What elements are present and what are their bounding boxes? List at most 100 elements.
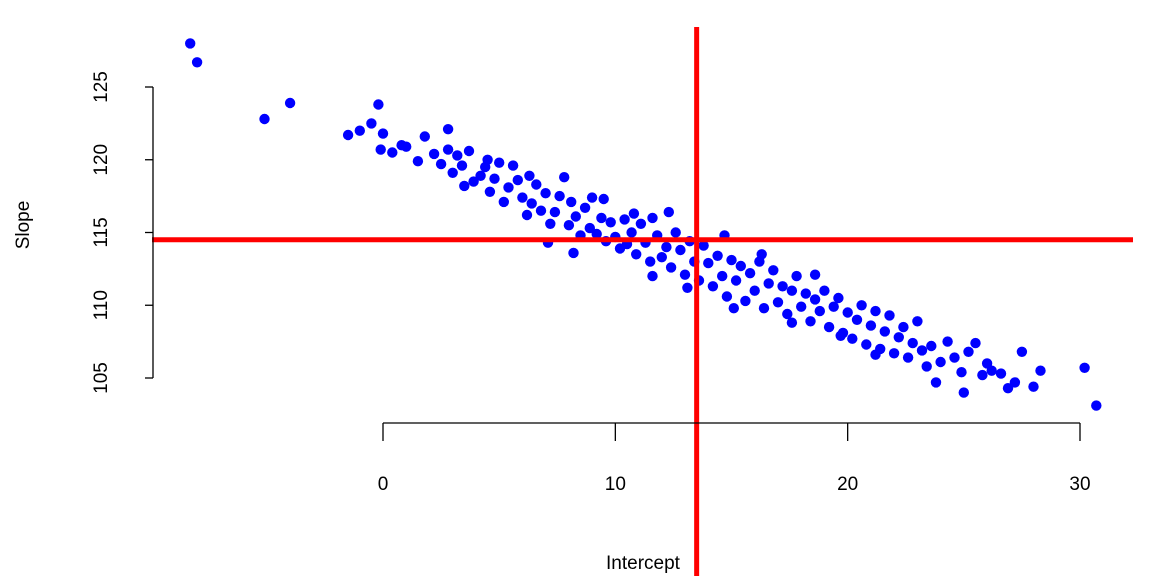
data-point <box>1016 346 1028 357</box>
data-point <box>921 361 932 372</box>
data-point <box>591 228 602 240</box>
data-point <box>728 303 739 314</box>
y-tick-label: 125 <box>91 71 112 103</box>
data-point <box>442 124 454 135</box>
data-point <box>726 254 737 266</box>
data-point <box>259 113 270 125</box>
data-point <box>663 206 674 218</box>
data-point <box>1028 381 1039 392</box>
x-tick-label: 20 <box>837 474 858 495</box>
data-point <box>833 292 844 304</box>
data-point <box>656 252 667 263</box>
y-axis: 105 110 115 120 125 <box>91 71 154 394</box>
data-point <box>758 303 770 314</box>
data-point <box>447 167 458 178</box>
data-point <box>1091 400 1102 411</box>
data-point <box>482 154 493 165</box>
data-point <box>956 367 967 378</box>
data-point <box>1035 365 1046 376</box>
y-tick-label: 105 <box>91 362 112 394</box>
data-point <box>452 150 463 161</box>
data-point <box>698 240 709 251</box>
y-tick-label: 110 <box>91 290 112 320</box>
x-axis: 0 10 20 30 <box>378 422 1091 495</box>
data-point <box>540 188 551 199</box>
data-point <box>619 214 630 225</box>
data-point <box>566 196 577 208</box>
x-axis-ticks: 0 10 20 30 <box>378 423 1091 495</box>
data-point <box>459 180 470 192</box>
data-point <box>942 336 953 347</box>
data-point <box>412 156 424 167</box>
data-point <box>456 160 468 171</box>
data-point <box>907 337 918 349</box>
x-axis-title: Intercept <box>606 553 681 574</box>
data-point <box>926 340 937 352</box>
y-axis-title: Slope <box>13 201 34 250</box>
data-point <box>675 244 686 256</box>
data-point <box>512 174 523 186</box>
data-point <box>712 250 723 261</box>
data-point <box>884 310 895 321</box>
data-point <box>768 265 779 276</box>
data-point <box>665 262 677 273</box>
data-point <box>387 147 398 158</box>
data-point <box>526 198 537 209</box>
data-point <box>861 339 872 350</box>
data-point <box>786 317 798 328</box>
data-point <box>598 193 609 205</box>
data-point <box>707 281 719 292</box>
data-point <box>635 218 647 229</box>
data-point <box>468 176 479 187</box>
data-point <box>819 285 830 296</box>
data-point <box>435 158 447 170</box>
data-point <box>524 170 535 181</box>
data-point <box>703 257 714 269</box>
data-point <box>856 300 867 311</box>
data-point <box>730 275 742 286</box>
data-point <box>584 222 595 234</box>
data-point <box>735 260 746 272</box>
data-point <box>717 270 728 282</box>
data-point <box>645 256 656 267</box>
data-point <box>579 202 591 213</box>
data-point <box>375 144 386 155</box>
data-point <box>626 227 637 238</box>
data-point <box>507 160 519 171</box>
data-point <box>893 332 904 343</box>
data-point <box>545 218 556 229</box>
data-point <box>679 269 691 280</box>
data-point <box>647 270 658 282</box>
data-point <box>865 320 877 331</box>
data-point <box>442 144 454 155</box>
x-tick-label: 30 <box>1069 474 1090 495</box>
data-point <box>191 57 203 68</box>
data-point <box>628 208 640 219</box>
data-point <box>791 270 802 282</box>
data-point <box>463 145 475 157</box>
y-axis-ticks: 105 110 115 120 125 <box>91 71 153 394</box>
data-point <box>549 206 561 218</box>
data-point <box>879 326 890 337</box>
data-point <box>682 282 693 293</box>
data-point <box>763 278 774 289</box>
data-point <box>721 291 733 302</box>
data-point <box>535 205 547 216</box>
data-point <box>805 316 816 327</box>
data-point <box>744 268 756 279</box>
data-point <box>970 337 981 349</box>
data-point <box>828 301 839 312</box>
data-point <box>772 297 784 308</box>
data-point <box>419 131 430 142</box>
data-point <box>1002 383 1014 394</box>
data-point <box>521 209 533 221</box>
data-point <box>494 157 505 168</box>
x-tick-label: 0 <box>378 474 389 495</box>
data-point <box>661 241 672 253</box>
reference-lines-layer <box>152 27 1133 576</box>
data-point <box>786 285 798 296</box>
data-point <box>586 192 598 203</box>
data-point <box>949 352 960 363</box>
data-point <box>605 217 616 228</box>
data-point <box>631 249 642 260</box>
